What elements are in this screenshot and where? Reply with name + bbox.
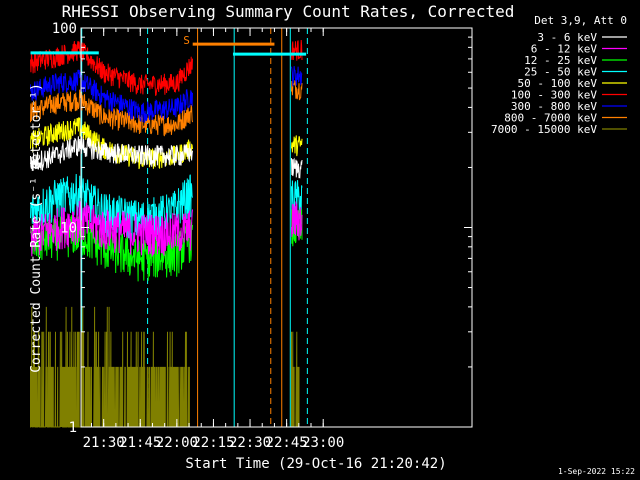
- series-trace: [30, 306, 193, 428]
- legend-label: 300 - 800 keV: [511, 100, 597, 113]
- x-tick-label: 22:00: [156, 435, 198, 451]
- x-tick-label: 21:45: [119, 435, 161, 451]
- y-tick-label: 10: [60, 221, 77, 237]
- y-tick-label: 100: [52, 21, 77, 37]
- legend-label: 7000 - 15000 keV: [491, 123, 597, 136]
- legend-label: 12 - 25 keV: [524, 54, 597, 67]
- series-trace: [291, 66, 303, 87]
- series-traces: [30, 39, 303, 428]
- x-tick-label: 22:45: [266, 435, 308, 451]
- series-trace: [30, 200, 193, 257]
- x-tick-label: 23:00: [302, 435, 344, 451]
- x-tick-label: 22:15: [192, 435, 234, 451]
- legend-title: Det 3,9, Att 0: [534, 14, 627, 27]
- series-trace: [291, 135, 303, 157]
- series-trace: [291, 39, 303, 61]
- x-tick-label: 21:30: [83, 435, 125, 451]
- legend-label: 50 - 100 keV: [518, 77, 598, 90]
- legend-label: 6 - 12 keV: [531, 43, 598, 56]
- series-trace: [30, 69, 193, 123]
- series-trace: [30, 89, 193, 137]
- legend-label: 800 - 7000 keV: [504, 112, 597, 125]
- y-axis-label: Corrected Count Rate (s⁻¹ detector⁻¹): [29, 83, 44, 373]
- generated-timestamp: 1-Sep-2022 15:22: [558, 467, 635, 476]
- attenuator-bars: [30, 42, 307, 56]
- legend-label: 3 - 6 keV: [537, 31, 597, 44]
- series-trace: [291, 331, 302, 428]
- chart-title: RHESSI Observing Summary Count Rates, Co…: [62, 2, 515, 21]
- event-markers: [81, 28, 308, 427]
- s-marker: S: [183, 34, 190, 47]
- x-tick-label: 22:30: [229, 435, 271, 451]
- legend-label: 25 - 50 keV: [524, 66, 597, 79]
- series-trace: [291, 201, 303, 241]
- legend-label: 100 - 300 keV: [511, 89, 597, 102]
- series-trace: [30, 136, 193, 171]
- series-trace: [291, 157, 303, 179]
- x-axis-label: Start Time (29-Oct-16 21:20:42): [185, 456, 446, 472]
- y-tick-label: 1: [69, 420, 77, 436]
- series-trace: [30, 41, 193, 97]
